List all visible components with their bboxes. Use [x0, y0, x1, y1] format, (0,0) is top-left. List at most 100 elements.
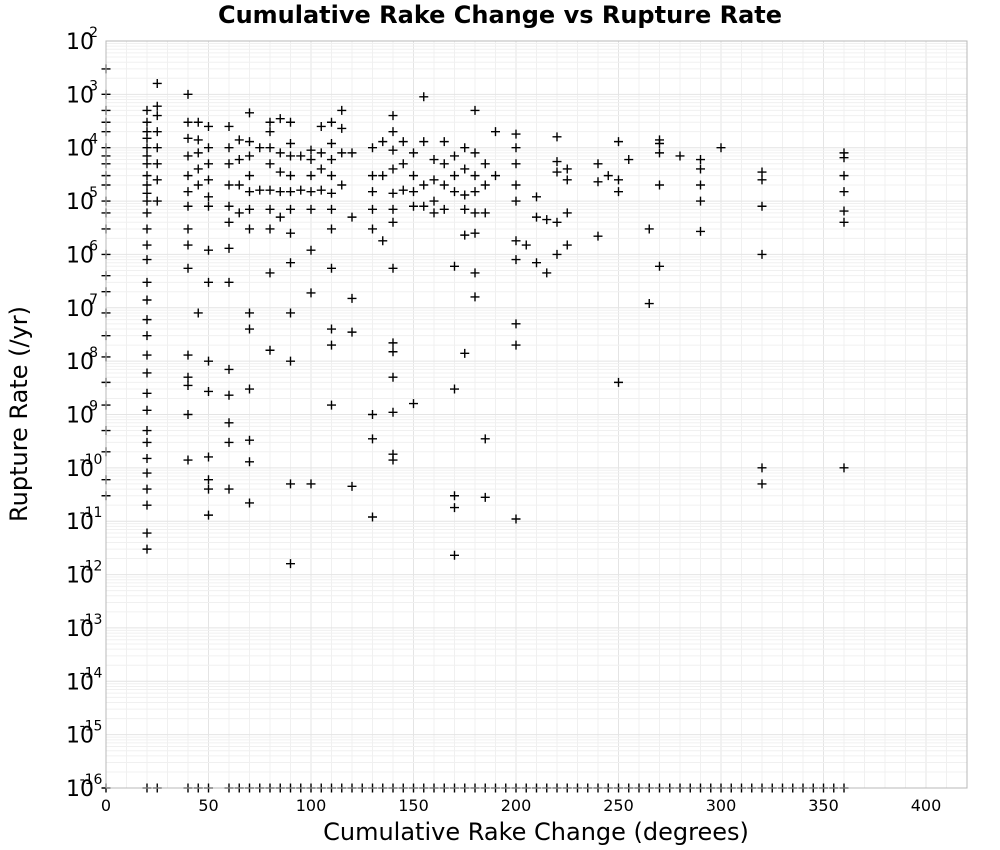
data-point-marker — [409, 171, 418, 181]
y-tick-exponent: -14 — [80, 665, 103, 681]
data-point-marker — [532, 192, 541, 202]
data-point-marker — [204, 192, 213, 202]
data-point-marker — [286, 171, 295, 181]
data-point-marker — [255, 143, 265, 153]
data-point-marker — [183, 117, 193, 127]
data-point-marker — [224, 159, 234, 169]
data-point-marker — [224, 121, 234, 131]
data-point-marker — [142, 315, 152, 325]
data-point-marker — [204, 452, 213, 462]
data-point-marker — [224, 437, 234, 447]
y-tick-exponent: -9 — [84, 399, 98, 415]
data-point-marker — [839, 187, 849, 197]
data-point-marker — [368, 187, 377, 197]
data-point-marker — [337, 148, 347, 158]
data-point-marker — [347, 293, 357, 303]
data-point-marker — [388, 127, 398, 137]
data-point-marker — [460, 204, 470, 214]
data-point-marker — [511, 180, 521, 190]
data-point-marker — [327, 324, 336, 334]
data-point-marker — [593, 159, 603, 169]
data-point-marker — [224, 390, 234, 400]
data-point-marker — [511, 129, 521, 139]
data-point-marker — [193, 135, 203, 145]
data-point-marker — [552, 132, 562, 142]
data-point-marker — [378, 171, 388, 181]
y-tick-exponent: -12 — [80, 559, 103, 575]
data-point-marker — [183, 240, 193, 250]
data-point-marker — [183, 171, 193, 181]
data-point-marker — [398, 137, 408, 147]
y-tick-exponent: -15 — [80, 719, 103, 735]
data-point-marker — [450, 151, 459, 161]
data-point-marker — [470, 171, 480, 181]
data-point-marker — [316, 121, 326, 131]
y-tick-label: 10 — [66, 350, 94, 375]
data-point-marker — [460, 143, 470, 153]
data-point-marker — [368, 224, 377, 234]
data-point-marker — [839, 206, 849, 216]
y-tick-label: 10 — [66, 510, 94, 535]
data-point-marker — [142, 151, 152, 161]
data-point-marker — [204, 143, 213, 153]
data-point-marker — [224, 201, 234, 211]
data-point-marker — [265, 268, 275, 278]
data-point-marker — [327, 188, 336, 198]
data-point-marker — [603, 171, 613, 181]
data-point-marker — [470, 187, 480, 197]
y-tick-label: 10 — [66, 83, 94, 108]
data-point-marker — [460, 190, 470, 200]
x-tick-label: 350 — [808, 796, 839, 815]
data-point-marker — [142, 528, 152, 538]
data-point-marker — [429, 155, 439, 165]
data-point-marker — [234, 208, 244, 218]
data-point-marker — [368, 171, 377, 181]
data-point-marker — [142, 159, 152, 169]
data-point-marker — [275, 187, 285, 197]
y-tick-label: 10 — [66, 30, 94, 55]
data-point-marker — [388, 145, 398, 155]
data-point-marker — [614, 137, 623, 147]
data-point-marker — [460, 230, 470, 240]
data-point-marker — [286, 187, 295, 197]
data-point-marker — [142, 350, 152, 360]
data-point-marker — [655, 180, 664, 190]
y-tick-label: 10 — [66, 243, 94, 268]
y-tick-label: 10 — [66, 564, 94, 589]
data-point-marker — [204, 356, 213, 366]
data-point-marker — [470, 292, 480, 302]
data-point-marker — [234, 155, 244, 165]
data-point-marker — [839, 217, 849, 227]
data-point-marker — [450, 550, 459, 560]
y-tick-exponent: -10 — [80, 452, 103, 468]
data-point-marker — [142, 544, 152, 554]
data-point-marker — [429, 208, 439, 218]
data-point-marker — [183, 133, 193, 143]
data-point-marker — [204, 484, 213, 494]
data-point-marker — [388, 455, 398, 465]
y-tick-exponent: -8 — [84, 345, 98, 361]
data-point-marker — [511, 255, 521, 265]
data-point-marker — [142, 295, 152, 305]
data-point-marker — [275, 167, 285, 177]
data-point-marker — [204, 245, 213, 255]
data-point-marker — [470, 105, 480, 115]
data-point-marker — [183, 263, 193, 273]
data-point-marker — [183, 89, 193, 99]
data-point-marker — [614, 175, 623, 185]
data-point-marker — [142, 388, 152, 398]
data-point-marker — [142, 468, 152, 478]
data-point-marker — [439, 204, 449, 214]
data-point-marker — [296, 185, 306, 195]
data-point-marker — [245, 324, 254, 334]
data-point-marker — [460, 164, 470, 174]
y-tick-exponent: -5 — [84, 185, 98, 201]
data-point-marker — [552, 217, 562, 227]
data-point-marker — [306, 187, 316, 197]
plot-frame — [105, 40, 968, 789]
data-point-marker — [388, 347, 398, 357]
data-point-marker — [204, 121, 213, 131]
data-point-marker — [224, 143, 234, 153]
data-point-marker — [183, 350, 193, 360]
